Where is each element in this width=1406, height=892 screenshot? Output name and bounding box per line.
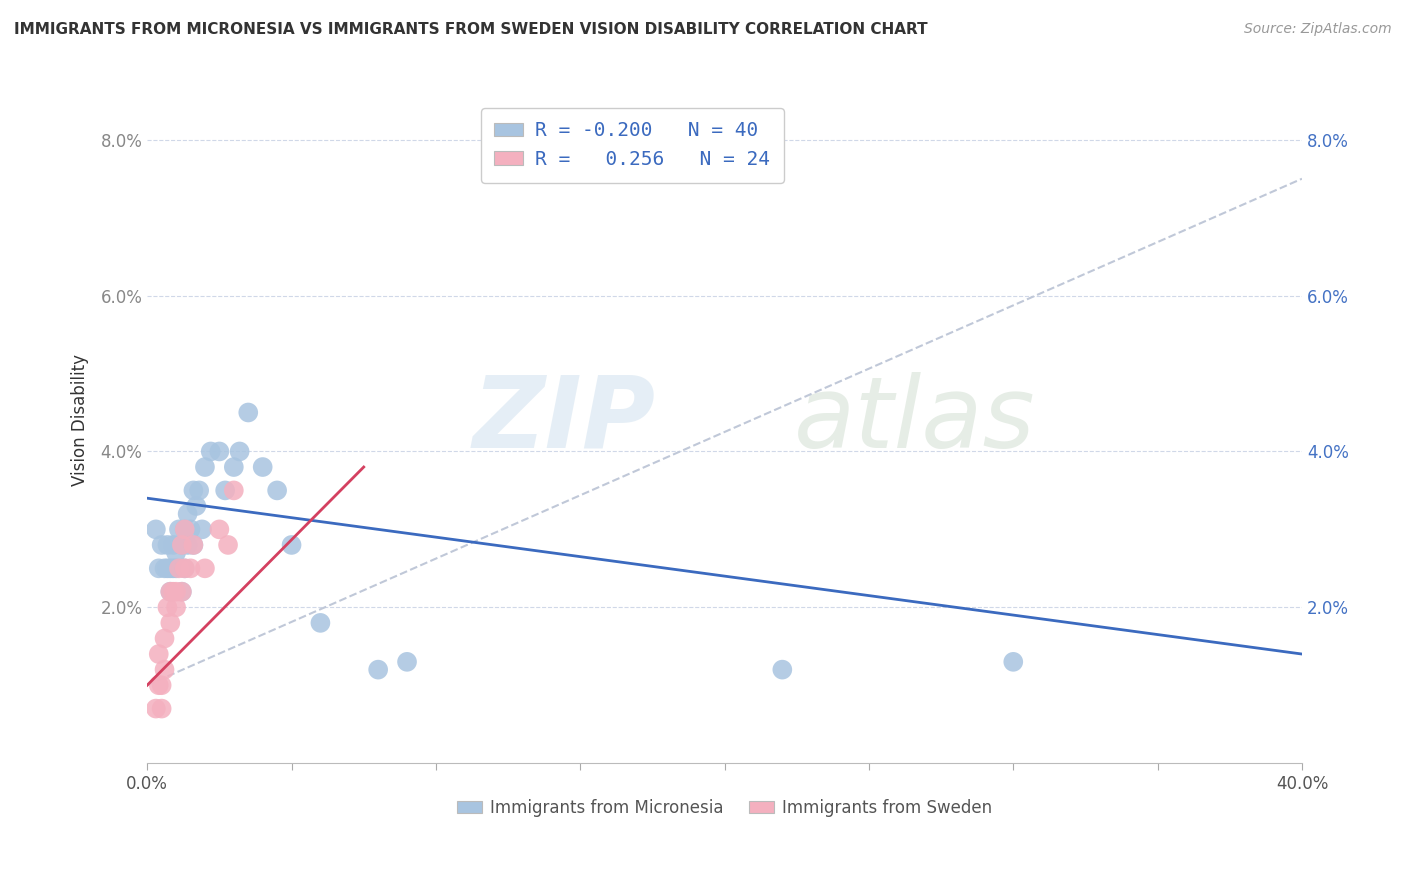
Point (395, 655, 418, 669)
Point (252, 460, 274, 475)
Point (159, 584, 181, 599)
Point (170, 538, 193, 552)
Point (165, 561, 187, 575)
Point (162, 584, 184, 599)
Point (173, 522, 195, 536)
Point (145, 701, 167, 715)
Point (148, 647, 170, 661)
Point (167, 522, 190, 536)
Point (176, 538, 198, 552)
Point (194, 460, 217, 475)
Point (156, 600, 179, 615)
Text: atlas: atlas (794, 372, 1035, 469)
Text: ZIP: ZIP (472, 372, 655, 469)
Point (770, 663, 793, 677)
Point (280, 538, 302, 552)
Point (222, 483, 245, 498)
Point (208, 444, 231, 458)
Point (153, 663, 176, 677)
Legend: Immigrants from Micronesia, Immigrants from Sweden: Immigrants from Micronesia, Immigrants f… (450, 792, 998, 823)
Point (183, 538, 205, 552)
Point (228, 444, 250, 458)
Point (222, 460, 245, 475)
Point (165, 600, 187, 615)
Point (159, 584, 181, 599)
Text: Source: ZipAtlas.com: Source: ZipAtlas.com (1244, 22, 1392, 37)
Point (159, 615, 181, 630)
Point (165, 584, 187, 599)
Point (208, 522, 231, 536)
Y-axis label: Vision Disability: Vision Disability (72, 354, 89, 486)
Point (191, 522, 214, 536)
Point (145, 522, 167, 536)
Point (309, 615, 332, 630)
Point (183, 538, 205, 552)
Point (150, 701, 173, 715)
Point (1002, 655, 1025, 669)
Point (176, 507, 198, 521)
Point (173, 561, 195, 575)
Point (173, 522, 195, 536)
Point (153, 561, 176, 575)
Point (167, 561, 190, 575)
Point (162, 538, 184, 552)
Text: IMMIGRANTS FROM MICRONESIA VS IMMIGRANTS FROM SWEDEN VISION DISABILITY CORRELATI: IMMIGRANTS FROM MICRONESIA VS IMMIGRANTS… (14, 22, 928, 37)
Point (150, 678, 173, 692)
Point (170, 538, 193, 552)
Point (170, 584, 193, 599)
Point (186, 499, 208, 513)
Point (180, 561, 202, 575)
Point (173, 561, 195, 575)
Point (148, 678, 170, 692)
Point (183, 483, 205, 498)
Point (367, 663, 389, 677)
Point (217, 538, 239, 552)
Point (159, 561, 181, 575)
Point (156, 561, 179, 575)
Point (194, 561, 217, 575)
Point (238, 405, 260, 419)
Point (170, 584, 193, 599)
Point (180, 522, 202, 536)
Point (214, 483, 236, 498)
Point (162, 561, 184, 575)
Point (188, 483, 211, 498)
Point (156, 538, 179, 552)
Point (165, 546, 187, 560)
Point (153, 632, 176, 646)
Point (200, 444, 222, 458)
Point (148, 561, 170, 575)
Point (150, 538, 173, 552)
Point (266, 483, 288, 498)
